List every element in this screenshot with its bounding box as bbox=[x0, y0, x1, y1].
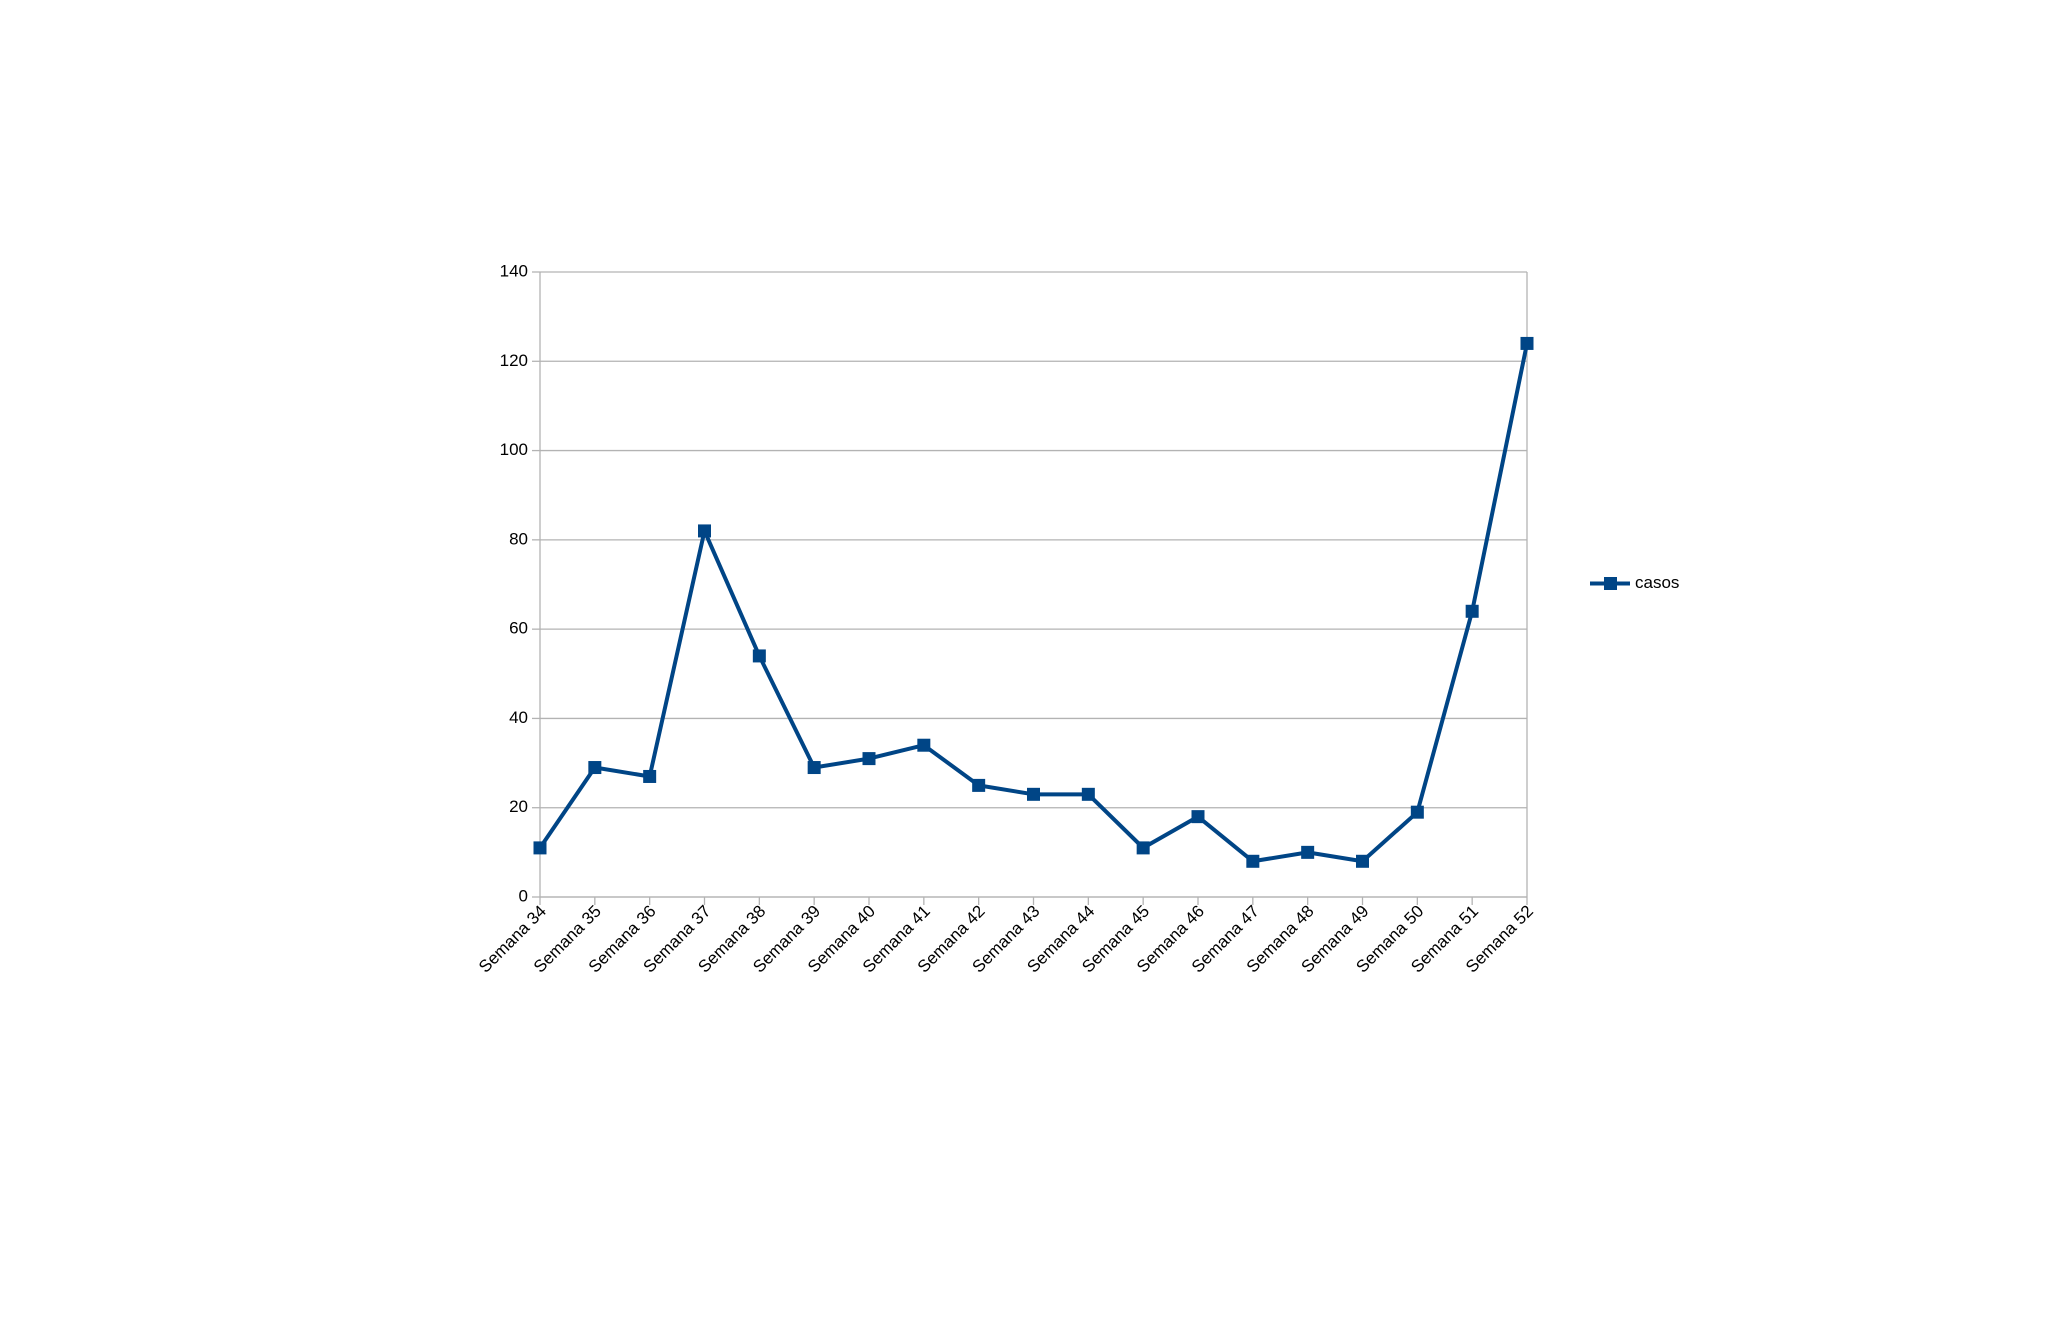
y-tick-label: 140 bbox=[500, 261, 528, 280]
point-marker bbox=[1246, 854, 1260, 868]
y-tick-label: 20 bbox=[509, 797, 528, 816]
point-marker bbox=[972, 778, 986, 792]
point-marker bbox=[862, 752, 876, 766]
legend-marker bbox=[1604, 577, 1617, 590]
point-marker bbox=[1027, 787, 1040, 801]
point-marker bbox=[533, 841, 547, 855]
point-marker bbox=[643, 769, 657, 783]
y-tick-label: 40 bbox=[509, 708, 528, 727]
y-tick-label: 120 bbox=[500, 351, 528, 370]
y-tick-label: 60 bbox=[509, 619, 528, 638]
point-marker bbox=[1465, 604, 1479, 618]
point-marker bbox=[1410, 805, 1424, 819]
y-tick-label: 100 bbox=[500, 440, 528, 459]
point-marker bbox=[698, 524, 711, 538]
legend-label: casos bbox=[1635, 573, 1679, 592]
series-line bbox=[538, 343, 1529, 864]
point-marker bbox=[807, 761, 821, 775]
point-marker bbox=[1191, 810, 1205, 824]
point-marker bbox=[1356, 854, 1369, 868]
point-marker bbox=[917, 738, 931, 752]
point-marker bbox=[1301, 845, 1315, 859]
point-marker bbox=[1081, 787, 1095, 801]
point-marker bbox=[588, 761, 602, 775]
point-marker bbox=[1520, 336, 1534, 350]
point-marker bbox=[1136, 841, 1150, 855]
point-marker bbox=[752, 649, 766, 663]
y-tick-label: 0 bbox=[519, 886, 528, 905]
y-tick-label: 80 bbox=[509, 529, 528, 548]
